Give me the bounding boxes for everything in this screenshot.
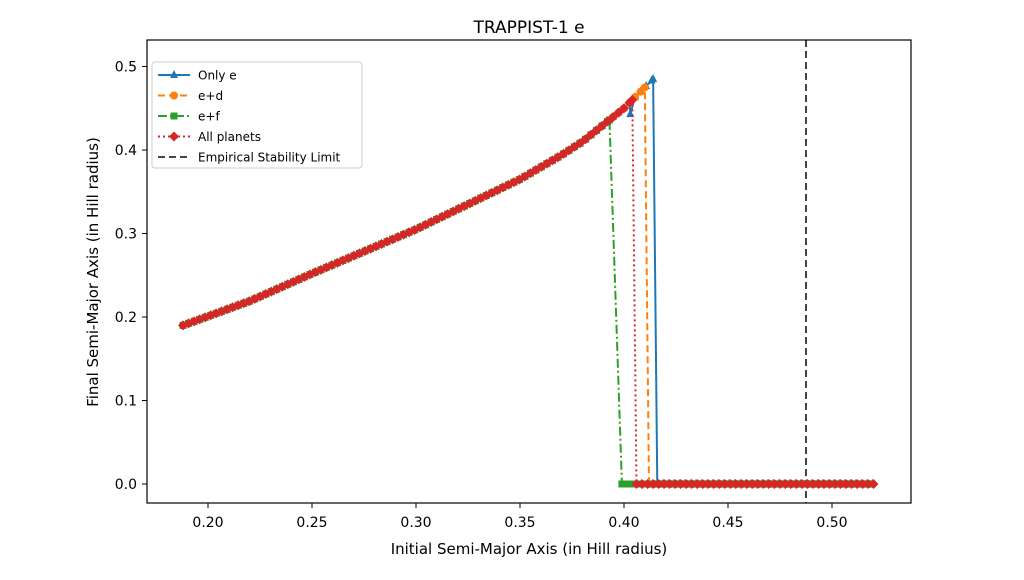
data-point: [802, 479, 813, 489]
data-point: [791, 479, 802, 489]
data-point: [857, 479, 868, 489]
data-point: [736, 479, 747, 489]
data-point: [868, 479, 879, 489]
data-point: [719, 479, 730, 489]
data-point: [170, 91, 178, 100]
x-tick-label: 0.50: [816, 515, 847, 531]
legend-item: e+d: [158, 89, 223, 103]
data-point: [752, 479, 763, 489]
data-point: [670, 479, 681, 489]
chart-title: TRAPPIST-1 e: [472, 18, 584, 38]
data-point: [846, 479, 857, 489]
data-point: [708, 479, 719, 489]
data-point: [758, 479, 769, 489]
data-point: [653, 479, 664, 489]
data-point: [619, 103, 629, 114]
x-axis-label: Initial Semi-Major Axis (in Hill radius): [391, 540, 668, 558]
data-point: [681, 479, 692, 489]
data-point: [785, 479, 796, 489]
data-point: [769, 479, 780, 489]
legend-label: Only e: [198, 69, 237, 83]
data-point: [659, 479, 670, 489]
data-point: [664, 479, 675, 489]
x-tick-label: 0.40: [608, 515, 639, 531]
y-tick-label: 0.2: [115, 310, 137, 326]
y-tick-label: 0.4: [115, 143, 137, 159]
data-point: [626, 480, 634, 488]
legend-item: All planets: [158, 130, 261, 144]
y-tick-label: 0.0: [115, 477, 137, 493]
data-point: [703, 479, 714, 489]
y-tick-label: 0.5: [115, 60, 137, 76]
data-point: [851, 479, 862, 489]
data-point: [640, 83, 649, 92]
data-point: [780, 479, 791, 489]
data-point: [642, 479, 653, 489]
data-point: [714, 479, 725, 489]
data-point: [170, 112, 178, 120]
data-point: [627, 94, 638, 105]
legend-label: e+f: [198, 110, 220, 124]
x-tick-label: 0.30: [400, 515, 431, 531]
y-axis-label: Final Semi-Major Axis (in Hill radius): [84, 137, 102, 407]
series-all-planets: [178, 94, 879, 489]
data-point: [813, 479, 824, 489]
legend-label: All planets: [198, 130, 261, 144]
data-point: [697, 479, 708, 489]
legend-label: e+d: [198, 89, 223, 103]
data-point: [636, 479, 647, 489]
data-point: [774, 479, 785, 489]
plot-frame: [146, 39, 912, 504]
data-point: [649, 74, 658, 83]
data-point: [807, 479, 818, 489]
legend-label: Empirical Stability Limit: [198, 151, 341, 165]
data-point: [818, 479, 829, 489]
data-point: [862, 479, 873, 489]
data-point: [675, 479, 686, 489]
data-point: [249, 293, 260, 304]
data-point: [725, 479, 736, 489]
legend: Only e e+d e+f All planets Empirical Stabili…: [151, 61, 363, 169]
data-point: [730, 479, 741, 489]
data-point: [686, 479, 697, 489]
data-point: [170, 70, 178, 78]
data-point: [747, 479, 758, 489]
legend-item: e+f: [158, 110, 220, 124]
data-point: [829, 479, 840, 489]
legend-item: Empirical Stability Limit: [158, 151, 341, 165]
data-point: [169, 131, 179, 142]
y-tick-label: 0.1: [115, 394, 137, 410]
data-point: [648, 479, 659, 489]
data-point: [835, 479, 846, 489]
data-point: [763, 479, 774, 489]
x-tick-label: 0.45: [712, 515, 743, 531]
data-point: [840, 479, 851, 489]
legend-item: Only e: [158, 69, 237, 83]
x-tick-label: 0.35: [504, 515, 535, 531]
data-point: [796, 479, 807, 489]
data-point: [824, 479, 835, 489]
y-tick-label: 0.3: [115, 227, 137, 243]
data-point: [343, 253, 354, 264]
data-point: [692, 479, 703, 489]
data-point: [741, 479, 752, 489]
x-tick-label: 0.20: [192, 515, 223, 531]
legend-box: [151, 61, 363, 169]
x-tick-label: 0.25: [296, 515, 327, 531]
data-point: [631, 479, 642, 489]
data-point: [620, 480, 628, 488]
